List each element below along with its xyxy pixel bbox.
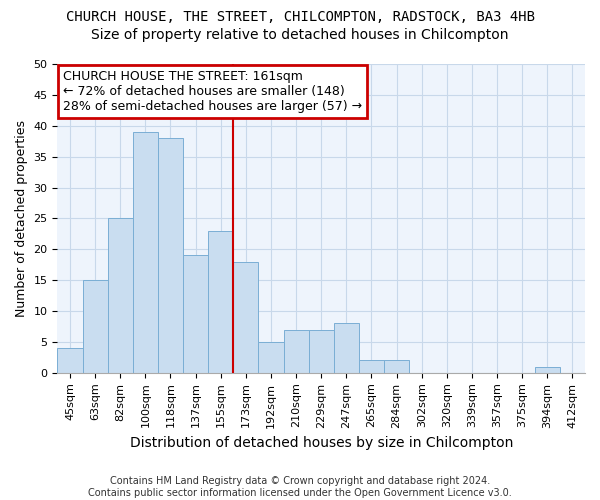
Bar (58, 348, 83, 373)
Bar (158, 138, 183, 373)
Bar (384, 360, 409, 373)
Bar (133, 132, 158, 373)
Bar (208, 231, 233, 373)
Bar (233, 262, 259, 373)
Bar (259, 342, 284, 373)
Text: Contains HM Land Registry data © Crown copyright and database right 2024.
Contai: Contains HM Land Registry data © Crown c… (88, 476, 512, 498)
Bar (334, 324, 359, 373)
Bar (107, 218, 133, 373)
Bar (535, 366, 560, 373)
Bar (359, 360, 384, 373)
Bar (284, 330, 308, 373)
Text: CHURCH HOUSE THE STREET: 161sqm
← 72% of detached houses are smaller (148)
28% o: CHURCH HOUSE THE STREET: 161sqm ← 72% of… (62, 70, 362, 113)
Text: CHURCH HOUSE, THE STREET, CHILCOMPTON, RADSTOCK, BA3 4HB: CHURCH HOUSE, THE STREET, CHILCOMPTON, R… (65, 10, 535, 24)
Bar (308, 330, 334, 373)
X-axis label: Distribution of detached houses by size in Chilcompton: Distribution of detached houses by size … (130, 436, 513, 450)
Y-axis label: Number of detached properties: Number of detached properties (15, 120, 28, 317)
Bar (183, 256, 208, 373)
Bar (83, 280, 107, 373)
Text: Size of property relative to detached houses in Chilcompton: Size of property relative to detached ho… (91, 28, 509, 42)
